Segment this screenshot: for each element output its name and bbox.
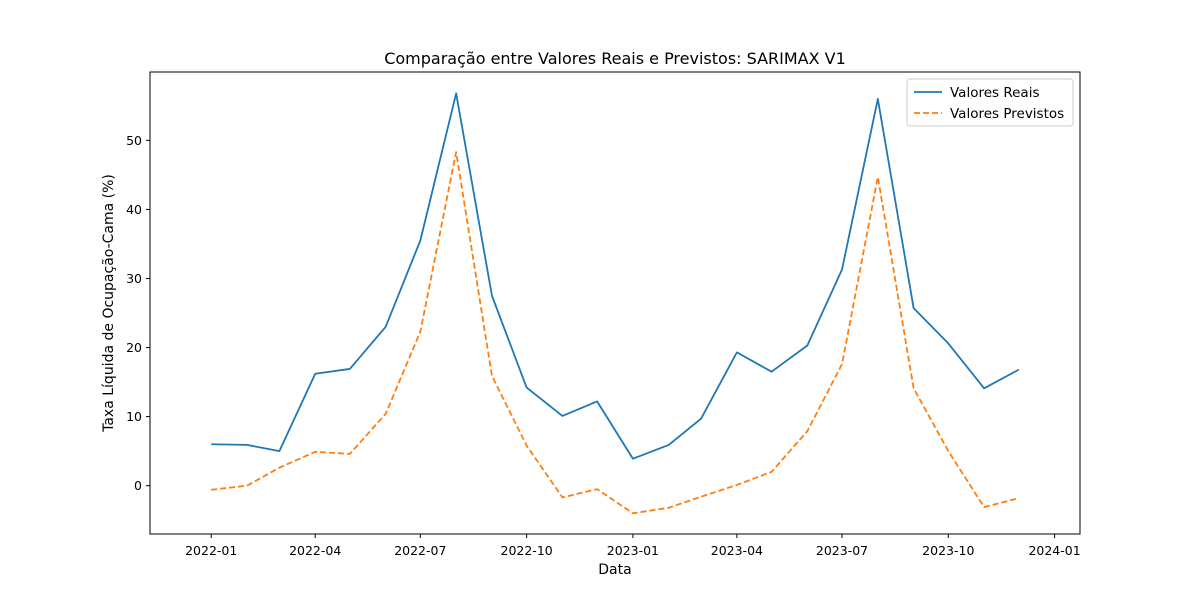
series-line-0 [211, 92, 1020, 460]
x-axis: 2022-01 2022-04 2022-07 2022-10 2023-01 2023-… [185, 534, 1081, 558]
x-tick-label: 2022-04 [289, 543, 341, 558]
series-line-1 [211, 151, 1019, 515]
y-axis: 0 10 20 30 40 50 [126, 133, 150, 493]
plot-frame [149, 71, 1081, 535]
chart-title: Comparação entre Valores Reais e Previst… [384, 49, 846, 68]
x-tick-label: 2022-10 [501, 543, 553, 558]
plot-area [211, 92, 1020, 515]
y-tick-label: 40 [126, 202, 142, 217]
y-tick-label: 20 [126, 340, 142, 355]
y-axis-label: Taxa Líquida de Ocupação-Cama (%) [101, 174, 117, 433]
legend-box [906, 78, 1074, 127]
legend: Valores Reais Valores Previstos [906, 78, 1074, 127]
x-tick-label: 2023-01 [607, 543, 659, 558]
legend-label-1: Valores Previstos [950, 106, 1064, 122]
y-tick-label: 50 [126, 133, 142, 148]
x-tick-label: 2023-07 [816, 543, 868, 558]
x-tick-label: 2023-10 [922, 543, 974, 558]
y-tick-label: 10 [126, 409, 142, 424]
x-tick-label: 2022-07 [394, 543, 446, 558]
y-tick-label: 30 [126, 271, 142, 286]
y-tick-label: 0 [134, 478, 142, 493]
x-tick-label: 2024-01 [1028, 543, 1080, 558]
x-tick-label: 2023-04 [711, 543, 763, 558]
x-axis-label: Data [598, 562, 631, 578]
legend-label-0: Valores Reais [950, 85, 1040, 101]
x-tick-label: 2022-01 [185, 543, 237, 558]
